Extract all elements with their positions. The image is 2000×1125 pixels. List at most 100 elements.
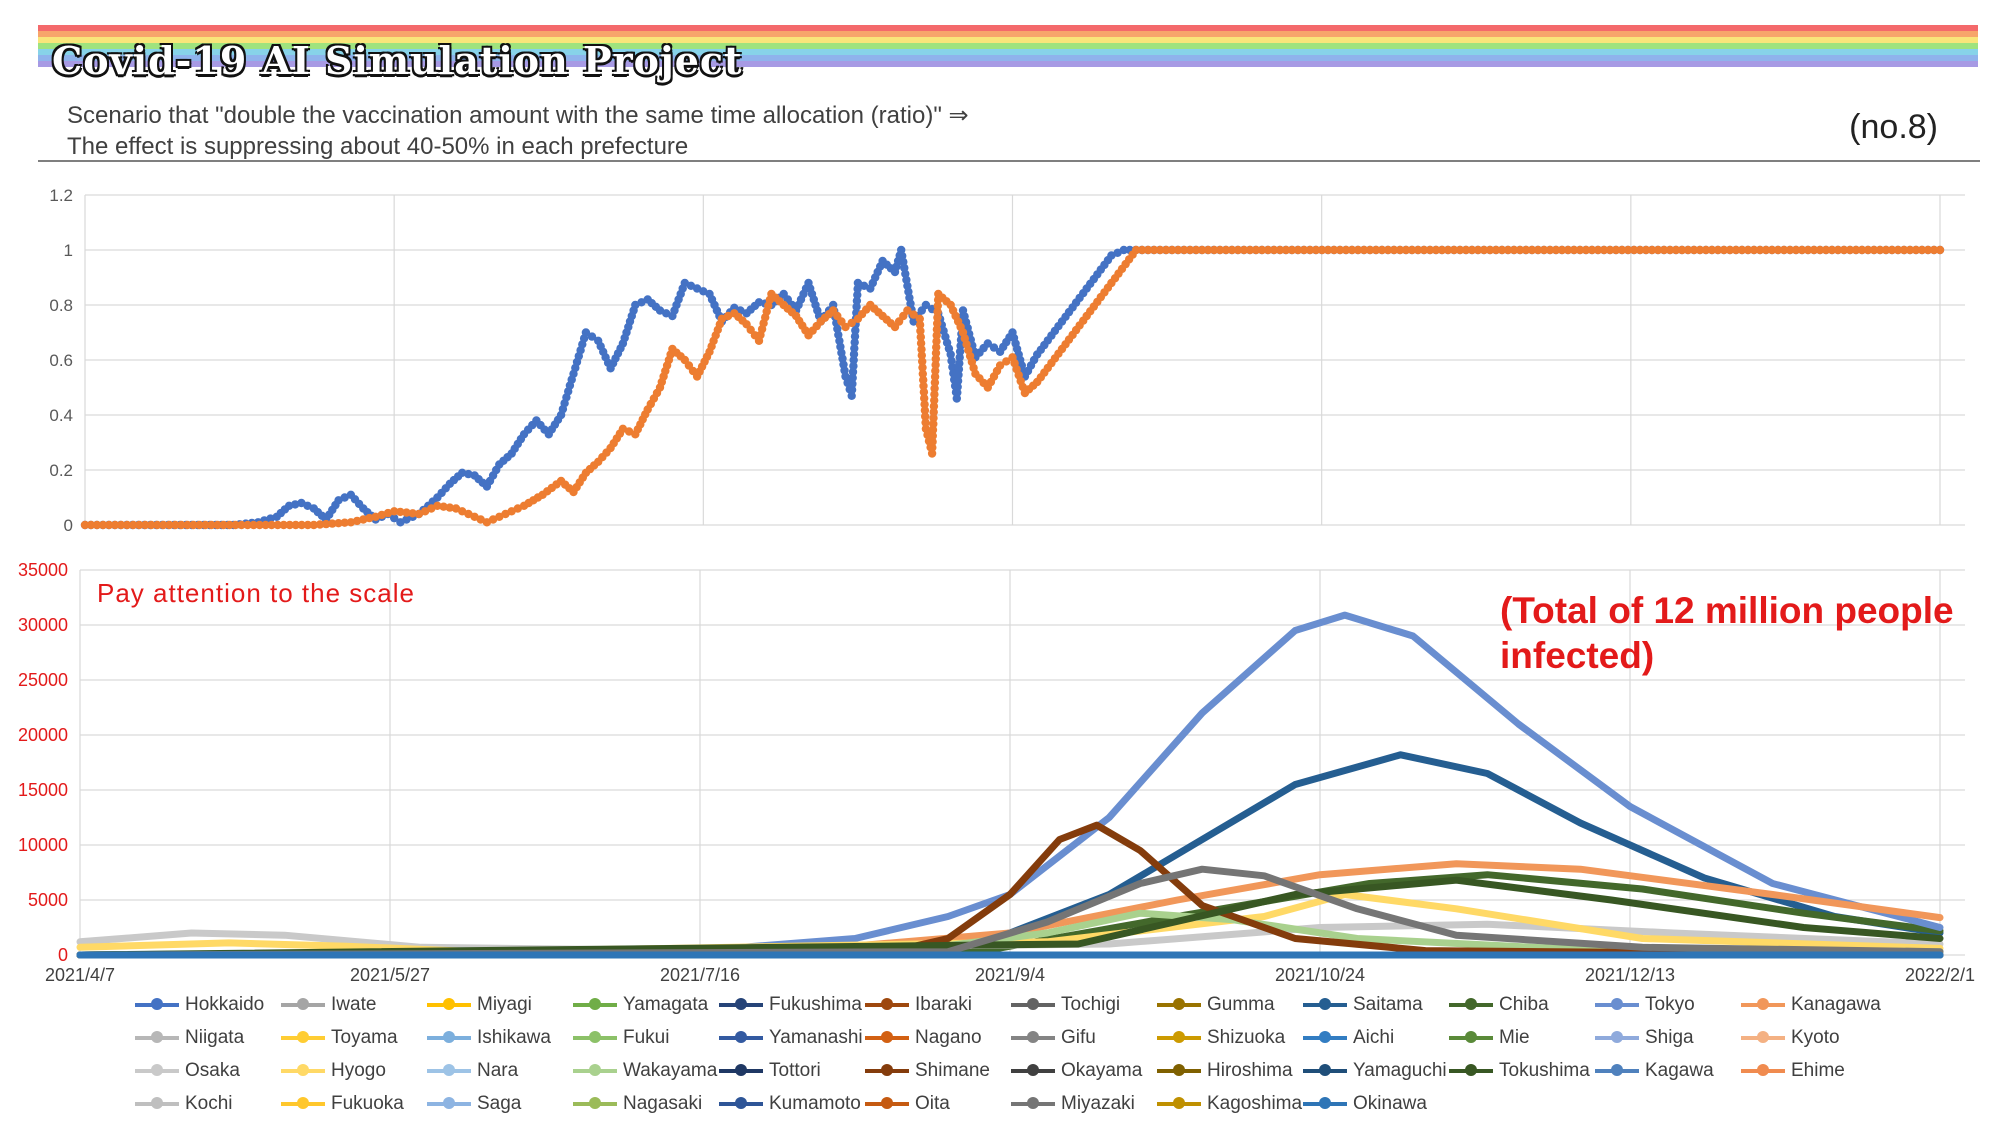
data-point (1383, 245, 1393, 255)
data-point (909, 310, 918, 319)
data-point (237, 520, 246, 530)
data-point (928, 425, 938, 435)
legend-item-tokyo: Tokyo (1595, 990, 1695, 1020)
x-tick-label: 2022/2/1 (1905, 965, 1975, 985)
data-point (1587, 245, 1597, 255)
data-point (919, 387, 929, 397)
legend-label: Fukui (623, 1027, 670, 1048)
legend-swatch (1741, 1064, 1785, 1076)
data-point (1377, 245, 1387, 255)
data-point (1833, 245, 1843, 255)
legend-item-yamaguchi: Yamaguchi (1303, 1056, 1447, 1086)
data-point (1419, 245, 1429, 255)
data-point (1743, 245, 1753, 255)
data-point (1791, 245, 1801, 255)
legend-swatch (865, 1031, 909, 1043)
data-point (1227, 245, 1237, 255)
legend-label: Wakayama (623, 1060, 718, 1081)
data-point (1401, 245, 1411, 255)
data-point (841, 322, 850, 332)
data-point (1809, 245, 1819, 255)
data-point (915, 320, 925, 330)
data-point (933, 313, 942, 322)
data-point (153, 520, 162, 530)
legend-swatch (1303, 1097, 1347, 1109)
y-tick-label: 1.2 (49, 186, 73, 205)
legend-swatch (135, 998, 179, 1010)
legend-item-hiroshima: Hiroshima (1157, 1056, 1293, 1086)
data-point (1233, 245, 1243, 255)
legend-item-ehime: Ehime (1741, 1056, 1845, 1086)
legend-item-aichi: Aichi (1303, 1023, 1394, 1053)
legend-swatch (573, 1097, 617, 1109)
data-point (1275, 245, 1285, 255)
data-point (1923, 245, 1933, 255)
legend-label: Tokyo (1645, 994, 1695, 1015)
data-point (1251, 245, 1261, 255)
data-point (918, 369, 927, 378)
legend-label: Aichi (1353, 1027, 1395, 1048)
data-point (1257, 245, 1267, 255)
data-point (932, 325, 942, 334)
data-point (917, 345, 926, 354)
data-point (916, 326, 925, 336)
data-point (930, 372, 940, 381)
data-point (927, 449, 937, 458)
data-point (1881, 245, 1891, 255)
data-point (1545, 245, 1555, 255)
data-point (581, 328, 591, 337)
data-point (1162, 245, 1171, 255)
data-point (433, 501, 442, 510)
legend-swatch (1449, 1031, 1493, 1043)
legend-label: Niigata (185, 1027, 245, 1048)
data-point (932, 331, 941, 340)
legend-item-kyoto: Kyoto (1741, 1023, 1840, 1053)
data-point (1287, 245, 1297, 255)
data-point (402, 508, 411, 517)
y-tick-label: 0.8 (49, 296, 73, 315)
data-point (1767, 245, 1777, 255)
legend-label: Fukushima (769, 994, 862, 1015)
data-point (995, 361, 1005, 370)
data-point (1755, 245, 1765, 255)
legend-swatch (1011, 1031, 1055, 1043)
data-point (1863, 245, 1873, 255)
y-tick-label: 15000 (18, 780, 68, 800)
data-point (849, 355, 858, 365)
data-point (390, 513, 399, 523)
data-point (291, 520, 300, 530)
legend-item-miyazaki: Miyazaki (1011, 1089, 1135, 1119)
data-point (1192, 245, 1201, 255)
data-point (213, 520, 222, 530)
data-point (1647, 245, 1657, 255)
legend-swatch (427, 998, 471, 1010)
legend-label: Gifu (1061, 1027, 1096, 1048)
data-point (122, 520, 132, 530)
data-point (921, 418, 930, 427)
legend-item-mie: Mie (1449, 1023, 1530, 1053)
data-point (104, 520, 114, 530)
legend-label: Kyoto (1791, 1027, 1840, 1048)
data-point (408, 509, 417, 518)
data-point (1239, 245, 1249, 255)
legend-swatch (573, 1064, 617, 1076)
data-point (273, 520, 282, 530)
legend-item-miyagi: Miyagi (427, 990, 532, 1020)
data-point (225, 520, 234, 530)
data-point (1359, 245, 1369, 255)
legend-label: Kagoshima (1207, 1093, 1303, 1114)
data-point (1899, 245, 1909, 255)
data-point (989, 343, 999, 352)
scale-note: Pay attention to the scale (97, 578, 415, 608)
data-point (1671, 245, 1681, 255)
data-point (195, 520, 204, 530)
data-point (1407, 245, 1417, 255)
legend-swatch (719, 1064, 763, 1076)
data-point (1245, 245, 1255, 255)
y-tick-label: 0.2 (49, 461, 73, 480)
legend-item-shimane: Shimane (865, 1056, 990, 1086)
data-point (1413, 245, 1423, 255)
subtitle-line-1: Scenario that "double the vaccination am… (67, 102, 969, 129)
legend-swatch (865, 1097, 909, 1109)
data-point (921, 412, 930, 421)
